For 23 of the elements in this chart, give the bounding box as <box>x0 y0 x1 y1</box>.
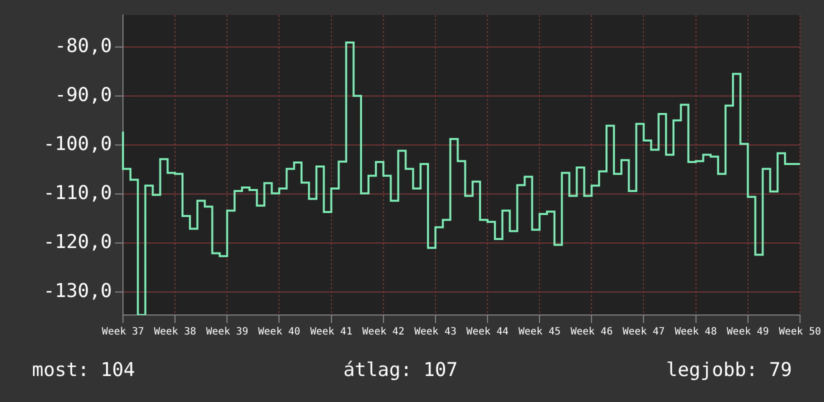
y-tick-label: -110,0 <box>43 182 112 204</box>
y-tick-label: -90,0 <box>54 84 112 106</box>
x-tick-label: Week 38 <box>154 326 196 338</box>
y-tick-label: -130,0 <box>43 280 112 302</box>
y-tick-label: -120,0 <box>43 230 112 253</box>
x-tick-label: Week 50 <box>778 326 822 338</box>
x-tick-label: Week 37 <box>102 326 144 338</box>
y-tick-label: -80,0 <box>54 34 112 57</box>
x-tick-label: Week 44 <box>466 326 509 338</box>
x-tick-label: Week 40 <box>258 326 300 338</box>
x-tick-label: Week 39 <box>206 326 248 338</box>
y-tick-label: -100,0 <box>43 132 112 155</box>
text: most: 104 <box>32 359 135 381</box>
text: átlag: 107 <box>343 359 458 381</box>
x-tick-label: Week 46 <box>570 326 613 338</box>
x-tick-label: Week 41 <box>310 326 352 338</box>
x-tick-label: Week 42 <box>362 326 404 338</box>
x-tick-label: Week 49 <box>726 326 769 338</box>
x-tick-label: Week 47 <box>622 326 665 338</box>
x-tick-label: Week 45 <box>518 326 561 338</box>
x-tick-label: Week 43 <box>414 326 457 338</box>
text: legjobb: 79 <box>666 359 792 381</box>
x-tick-label: Week 48 <box>674 326 717 338</box>
